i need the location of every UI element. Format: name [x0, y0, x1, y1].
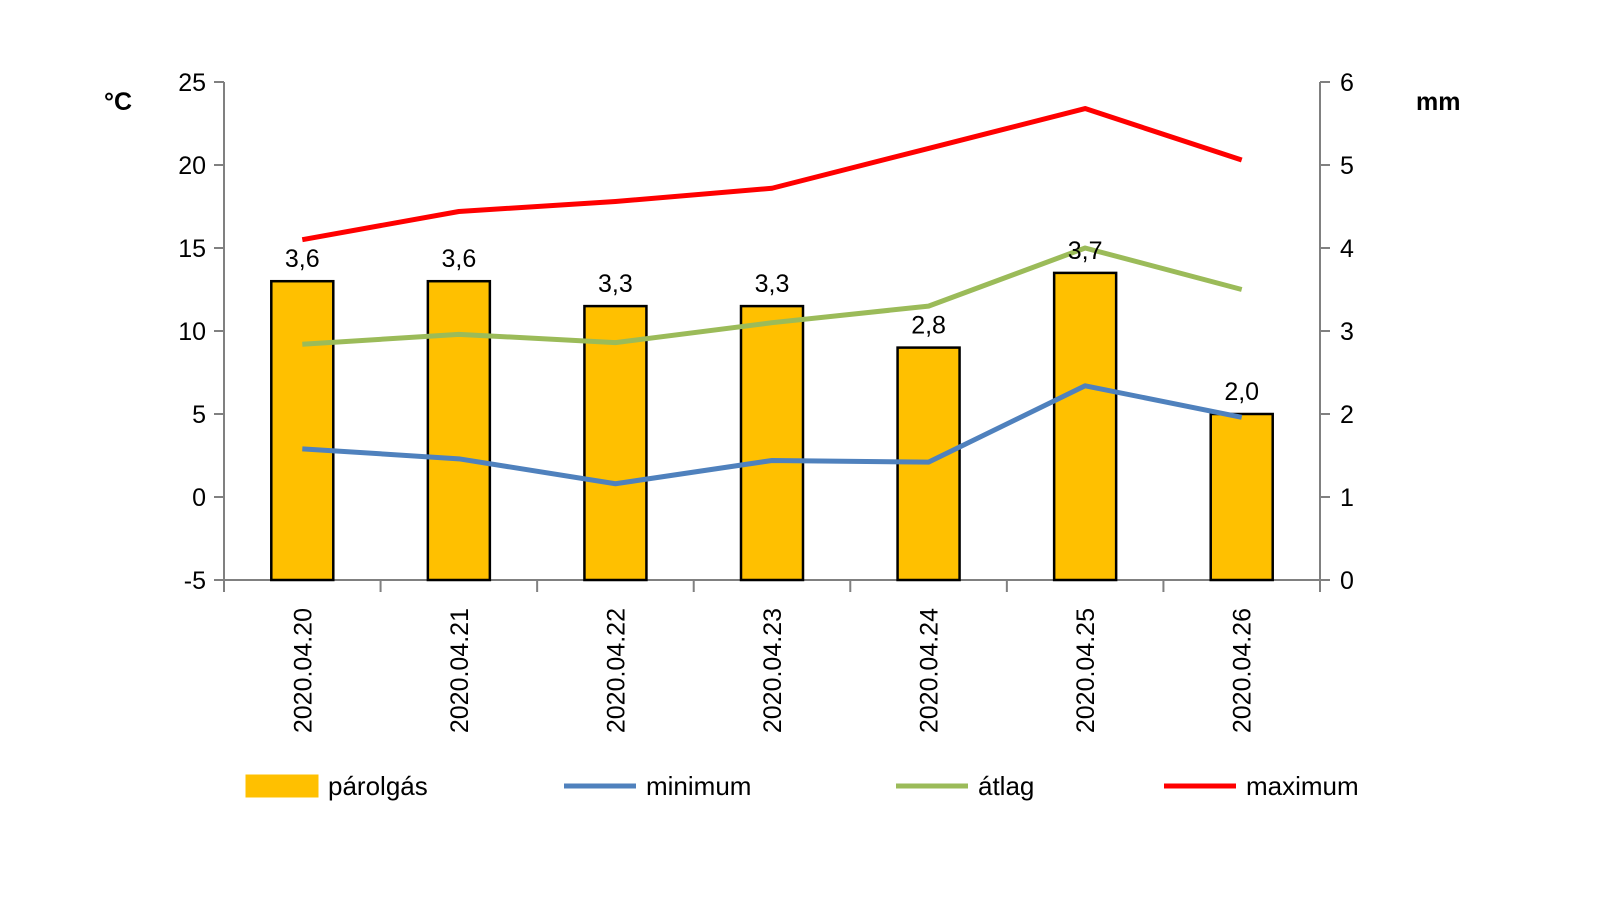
bar-párolgás — [1209, 412, 1274, 582]
bar-párolgás — [583, 304, 648, 582]
bars — [270, 271, 1274, 582]
x-tick-label: 2020.04.26 — [1229, 608, 1257, 733]
data-label: 2,0 — [1224, 378, 1259, 406]
legend-label-maximum: maximum — [1246, 771, 1359, 801]
x-tick-label: 2020.04.20 — [289, 608, 317, 733]
x-tick-label: 2020.04.23 — [759, 608, 787, 733]
data-label: 3,3 — [755, 270, 790, 298]
bar-párolgás — [739, 304, 805, 582]
data-labels: 3,6 3,6 3,3 3,3 2,8 3,7 2,0 — [285, 237, 1259, 406]
data-label: 2,8 — [911, 312, 946, 340]
series-line-átlag — [302, 245, 1243, 347]
y-right-tick-label: 2 — [1340, 401, 1354, 429]
y-right-tick-label: 0 — [1340, 567, 1354, 595]
axes: -5 0 5 10 15 20 25 0 1 2 3 4 5 6 2020.04.20 2020.04.21 2… — [178, 69, 1354, 733]
y-right-tick-label: 6 — [1340, 69, 1354, 97]
y-left-unit: °C — [104, 88, 132, 116]
x-tick-label: 2020.04.21 — [446, 608, 474, 733]
legend: párolgás minimum átlag maximum — [245, 771, 1359, 801]
y-left-tick-label: 0 — [192, 484, 206, 512]
data-label: 3,3 — [598, 270, 633, 298]
lines — [301, 106, 1243, 487]
x-tick-label: 2020.04.24 — [916, 608, 944, 733]
x-tick-label: 2020.04.25 — [1072, 608, 1100, 733]
series-line-maximum — [301, 106, 1243, 243]
data-label: 3,6 — [285, 245, 320, 273]
bar-párolgás — [270, 279, 335, 582]
series-line-minimum — [302, 383, 1243, 487]
y-right-tick-label: 5 — [1340, 152, 1354, 180]
legend-label-átlag: átlag — [978, 771, 1034, 801]
legend-swatch-párolgás — [245, 774, 319, 798]
y-left-tick-label: 20 — [178, 152, 206, 180]
bar-párolgás — [426, 279, 492, 582]
y-right-tick-label: 1 — [1340, 484, 1354, 512]
y-right-tick-label: 3 — [1340, 318, 1354, 346]
y-left-tick-label: 5 — [192, 401, 206, 429]
y-left-tick-label: 10 — [178, 318, 206, 346]
data-label: 3,7 — [1068, 237, 1103, 265]
x-tick-label: 2020.04.22 — [602, 608, 630, 733]
y-right-unit: mm — [1416, 88, 1460, 116]
bar-párolgás — [1052, 271, 1118, 582]
y-left-tick-label: 15 — [178, 235, 206, 263]
data-label: 3,6 — [441, 245, 476, 273]
y-right-tick-label: 4 — [1340, 235, 1354, 263]
legend-label-párolgás: párolgás — [328, 771, 428, 801]
y-left-tick-label: -5 — [184, 567, 206, 595]
legend-label-minimum: minimum — [646, 771, 751, 801]
y-left-tick-label: 25 — [178, 69, 206, 97]
